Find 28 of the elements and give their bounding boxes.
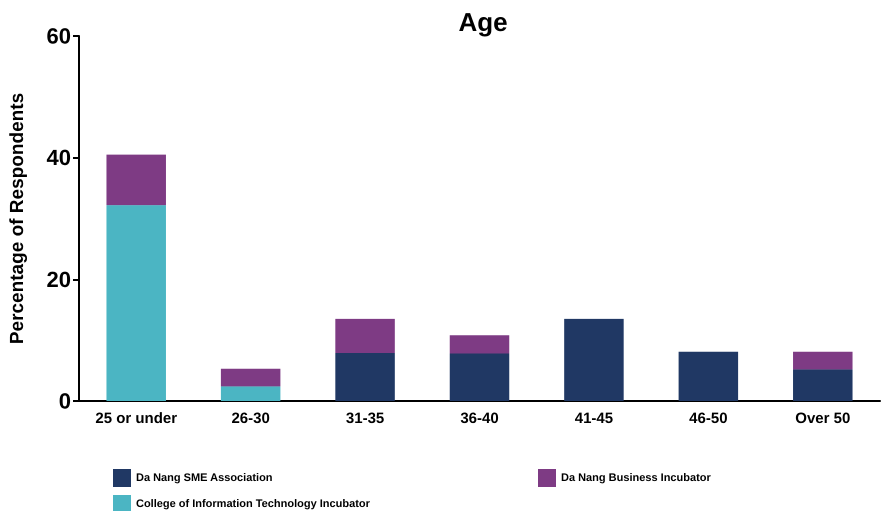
x-tick-label: Over 50 (795, 410, 850, 427)
bar (220, 368, 280, 386)
y-axis-title: Percentage of Respondents (7, 92, 28, 344)
x-tick-label: 41-45 (574, 410, 614, 427)
bar (450, 354, 510, 401)
bar (793, 369, 853, 401)
x-tick-label: 26-30 (231, 410, 270, 427)
chart-title: Age (458, 7, 508, 37)
x-tick-label: 25 or under (95, 410, 178, 427)
bar (678, 352, 738, 401)
bar (450, 335, 510, 354)
x-tick-label: 36-40 (460, 410, 499, 427)
bar (106, 154, 166, 206)
x-tick-label: 46-50 (689, 410, 728, 427)
legend-label: Da Nang SME Association (136, 472, 273, 484)
x-tick-label: 31-35 (346, 410, 384, 427)
y-tick-label: 20 (46, 266, 71, 292)
legend-label: College of Information Technology Incubator (136, 498, 371, 510)
y-tick-label: 0 (58, 388, 71, 414)
legend-label: Da Nang Business Incubator (561, 472, 712, 484)
y-tick-label: 60 (46, 24, 71, 48)
bar (220, 386, 280, 401)
bar (106, 205, 166, 401)
y-tick-label: 40 (46, 145, 71, 170)
bar (564, 318, 624, 401)
bar (335, 318, 395, 353)
bar (793, 352, 853, 370)
bar (335, 352, 395, 401)
